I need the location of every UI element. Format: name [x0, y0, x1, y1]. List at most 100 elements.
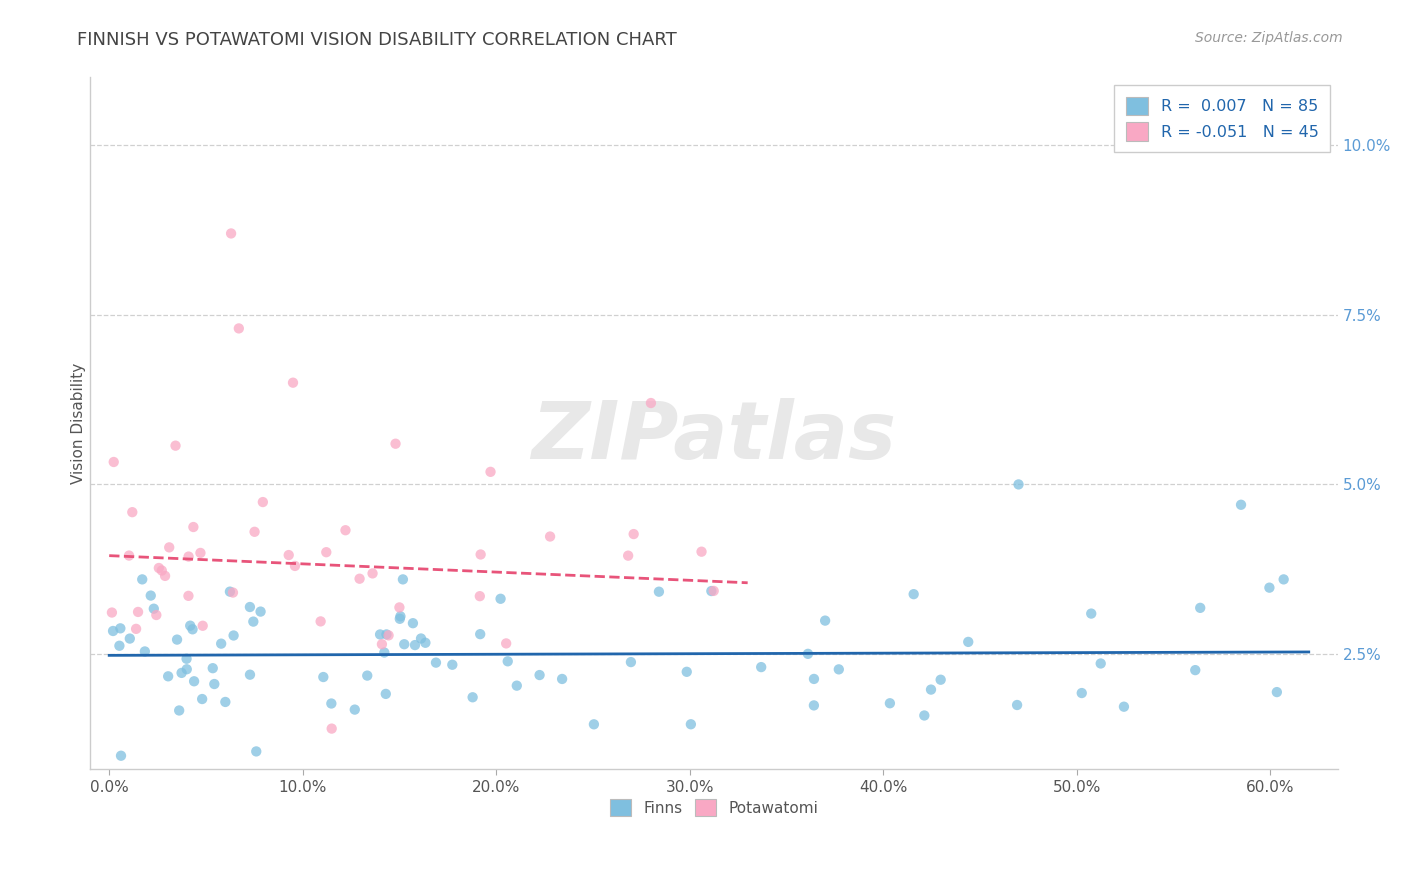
Point — [121, 505, 143, 519]
Point — [309, 615, 332, 629]
Point — [242, 615, 264, 629]
Point — [409, 632, 432, 646]
Point — [245, 744, 267, 758]
Point — [700, 584, 723, 599]
Point — [157, 669, 180, 683]
Point — [1184, 663, 1206, 677]
Point — [183, 674, 205, 689]
Point — [157, 541, 180, 555]
Point — [148, 561, 170, 575]
Point — [803, 698, 825, 713]
Legend: Finns, Potawatomi: Finns, Potawatomi — [602, 791, 825, 824]
Point — [167, 703, 190, 717]
Point — [1112, 699, 1135, 714]
Point — [538, 529, 561, 543]
Point — [371, 637, 394, 651]
Point — [388, 612, 411, 626]
Point — [495, 636, 517, 650]
Point — [690, 544, 713, 558]
Point — [239, 667, 262, 681]
Point — [506, 679, 529, 693]
Point — [415, 636, 437, 650]
Point — [222, 585, 245, 599]
Point — [281, 376, 304, 390]
Point — [903, 587, 925, 601]
Point — [929, 673, 952, 687]
Point — [243, 524, 266, 539]
Point — [402, 616, 425, 631]
Point — [425, 656, 447, 670]
Point — [1007, 477, 1029, 491]
Point — [373, 646, 395, 660]
Point — [110, 621, 132, 635]
Point — [166, 632, 188, 647]
Text: Source: ZipAtlas.com: Source: ZipAtlas.com — [1195, 31, 1343, 45]
Point — [177, 549, 200, 564]
Point — [374, 687, 396, 701]
Point — [1070, 686, 1092, 700]
Point — [797, 647, 820, 661]
Point — [214, 695, 236, 709]
Point — [1080, 607, 1102, 621]
Point — [404, 638, 426, 652]
Point — [879, 696, 901, 710]
Point — [1189, 600, 1212, 615]
Point — [252, 495, 274, 509]
Point — [617, 549, 640, 563]
Point — [489, 591, 512, 606]
Point — [461, 690, 484, 705]
Point — [239, 600, 262, 615]
Point — [394, 637, 416, 651]
Point — [150, 564, 173, 578]
Point — [315, 545, 337, 559]
Point — [145, 607, 167, 622]
Point — [384, 436, 406, 450]
Point — [209, 637, 232, 651]
Point — [228, 321, 250, 335]
Point — [176, 652, 198, 666]
Point — [749, 660, 772, 674]
Point — [441, 657, 464, 672]
Text: FINNISH VS POTAWATOMI VISION DISABILITY CORRELATION CHART: FINNISH VS POTAWATOMI VISION DISABILITY … — [77, 31, 678, 49]
Point — [125, 622, 148, 636]
Point — [675, 665, 697, 679]
Point — [321, 722, 343, 736]
Point — [183, 520, 205, 534]
Point — [312, 670, 335, 684]
Point — [356, 668, 378, 682]
Point — [191, 619, 214, 633]
Point — [181, 623, 204, 637]
Point — [377, 628, 399, 642]
Point — [814, 614, 837, 628]
Point — [349, 572, 371, 586]
Point — [249, 605, 271, 619]
Point — [219, 227, 242, 241]
Point — [1230, 498, 1253, 512]
Point — [479, 465, 502, 479]
Point — [361, 566, 384, 581]
Point — [139, 589, 162, 603]
Point — [284, 558, 307, 573]
Point — [108, 639, 131, 653]
Point — [110, 748, 132, 763]
Y-axis label: Vision Disability: Vision Disability — [72, 363, 86, 484]
Point — [118, 632, 141, 646]
Point — [623, 527, 645, 541]
Point — [101, 606, 124, 620]
Point — [101, 624, 124, 638]
Point — [470, 548, 492, 562]
Point — [219, 584, 242, 599]
Point — [389, 609, 412, 624]
Point — [343, 703, 366, 717]
Point — [496, 654, 519, 668]
Point — [142, 601, 165, 615]
Point — [388, 600, 411, 615]
Point — [177, 589, 200, 603]
Point — [468, 589, 491, 603]
Point — [392, 573, 415, 587]
Point — [1005, 698, 1028, 712]
Point — [1090, 657, 1112, 671]
Point — [582, 717, 605, 731]
Point — [648, 584, 671, 599]
Point — [179, 618, 201, 632]
